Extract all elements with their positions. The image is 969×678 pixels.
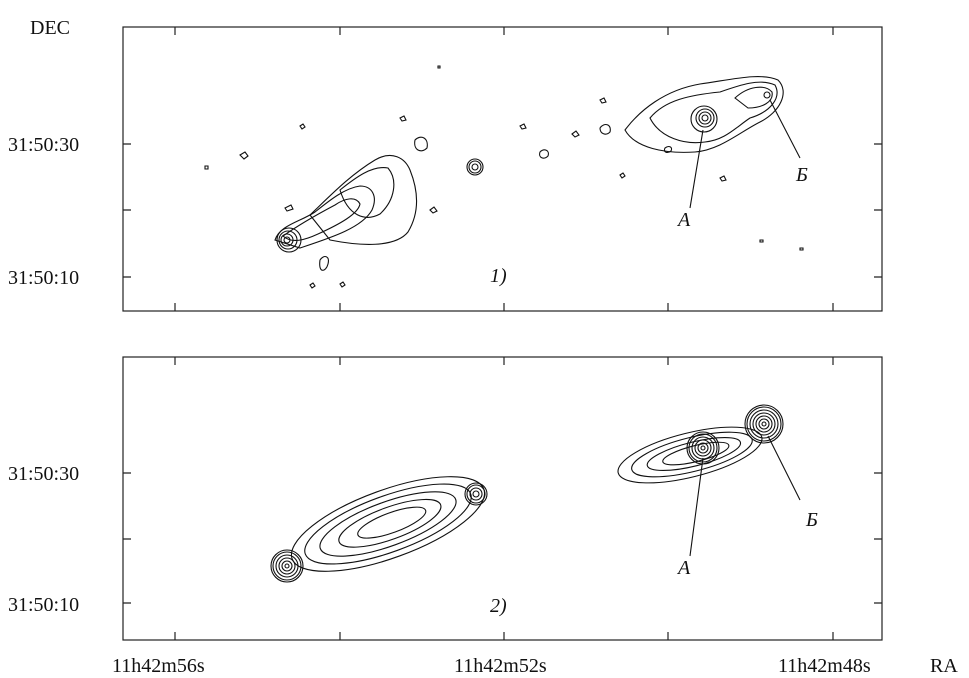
annotation: Б (795, 164, 808, 186)
y-tick-label: 31:50:30 (8, 134, 79, 156)
y-tick-label: 31:50:10 (8, 594, 79, 616)
panel-1: 31:50:30 31:50:10 1) А Б (8, 27, 882, 311)
x-tick-label: 11h42m52s (454, 655, 547, 677)
contours (271, 405, 800, 591)
annotation: А (676, 557, 691, 579)
x-tick-label: 11h42m48s (778, 655, 871, 677)
x-tick-label: 11h42m56s (112, 655, 205, 677)
contours (205, 66, 803, 288)
annotation: А (676, 209, 691, 231)
y-axis-label: DEC (30, 17, 70, 39)
x-axis-label: RA (930, 655, 958, 677)
annotation: Б (805, 509, 818, 531)
panel-label: 2) (490, 595, 507, 617)
panel-2: 31:50:30 31:50:10 2) А Б (8, 357, 882, 640)
y-tick-label: 31:50:10 (8, 267, 79, 289)
figure: DEC RA 31:50:30 31:50:10 1) А Б (0, 0, 969, 678)
y-tick-label: 31:50:30 (8, 463, 79, 485)
panel-label: 1) (490, 265, 507, 287)
